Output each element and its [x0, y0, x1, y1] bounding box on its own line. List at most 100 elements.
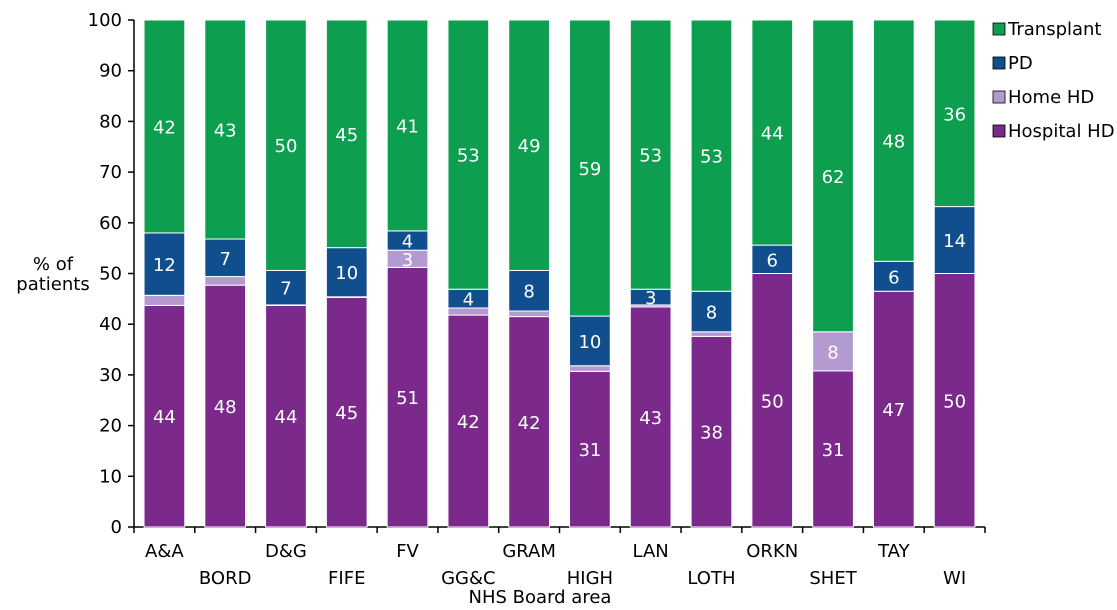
data-labels: 4412424874344750451045513441424534284931… [153, 104, 966, 461]
data-label: 50 [275, 136, 298, 157]
x-tick-label: TAY [877, 541, 911, 562]
y-tick-label: 70 [99, 162, 122, 183]
x-tick-label: ORKN [746, 541, 798, 562]
bar-segment [812, 331, 854, 372]
data-label: 38 [700, 423, 723, 444]
data-label: 41 [396, 116, 419, 137]
data-label: 50 [761, 391, 784, 412]
x-axis-label: NHS Board area [469, 587, 612, 608]
data-label: 31 [822, 440, 845, 461]
bar-segment [204, 276, 247, 286]
x-tick-label: SHET [809, 568, 857, 589]
data-label: 42 [518, 413, 541, 434]
bar-segment [204, 19, 247, 240]
x-tick-label: A&A [145, 541, 184, 562]
data-label: 10 [335, 263, 358, 284]
data-label: 14 [943, 231, 966, 252]
data-label: 50 [943, 391, 966, 412]
y-axis-label-line1: % of [33, 254, 74, 275]
bar-segment [325, 19, 368, 249]
data-label: 62 [822, 167, 845, 188]
bar-segment [812, 19, 854, 333]
x-tick-label: LOTH [687, 568, 735, 589]
legend-label: Transplant [1007, 19, 1102, 40]
y-tick-label: 50 [99, 264, 122, 285]
bar-segment [690, 290, 733, 333]
bar-segment [872, 290, 915, 528]
bar-segment [325, 247, 368, 298]
bar-segment [265, 304, 307, 528]
data-label: 44 [275, 407, 298, 428]
data-label: 48 [214, 397, 237, 418]
data-label: 45 [335, 125, 358, 146]
data-label: 10 [578, 332, 601, 353]
data-label: 53 [639, 146, 662, 167]
bar-segment [508, 310, 550, 318]
y-tick-label: 60 [99, 213, 122, 234]
legend-swatch [992, 22, 1006, 36]
y-tick-label: 20 [99, 416, 122, 437]
data-label: 45 [335, 403, 358, 424]
data-label: 31 [578, 440, 601, 461]
bar-segment [204, 284, 247, 528]
bars [143, 19, 976, 528]
y-tick-label: 0 [111, 517, 122, 538]
bar-segment [143, 294, 186, 306]
bar-segment [204, 238, 247, 278]
x-tick-label: HIGH [567, 568, 613, 589]
y-axis-label-line2: patients [16, 274, 89, 295]
legend-swatch [992, 124, 1006, 138]
bar-segment [751, 273, 794, 528]
axes: 0 10 20 30 40 50 60 70 80 90 100 A&A BORD D&G FIFE FV GG… [88, 10, 986, 589]
x-tick-label: GRAM [502, 541, 556, 562]
bar-segment [447, 19, 490, 290]
bar-segment [872, 260, 915, 292]
data-label: 6 [888, 267, 899, 288]
bar-segment [386, 266, 429, 528]
data-label: 53 [700, 147, 723, 168]
data-label: 12 [153, 255, 176, 276]
bar-segment [690, 19, 733, 292]
data-label: 51 [396, 388, 419, 409]
bar-segment [508, 316, 550, 528]
y-tick-label: 10 [99, 466, 122, 487]
x-tick-label: BORD [199, 568, 252, 589]
data-label: 3 [645, 288, 656, 309]
x-tick-label: GG&C [441, 568, 496, 589]
bar-segment [325, 296, 368, 528]
data-label: 7 [280, 279, 291, 300]
data-label: 44 [153, 407, 176, 428]
legend-swatch [992, 90, 1006, 104]
bar-segment [812, 370, 854, 528]
bar-segment [629, 19, 672, 290]
legend: Transplant PD Home HD Hospital HD [992, 19, 1115, 142]
y-tick-label: 30 [99, 365, 122, 386]
data-label: 36 [943, 104, 966, 125]
bar-segment [265, 269, 307, 306]
bar-segment [386, 19, 429, 232]
bar-segment [933, 19, 976, 208]
bar-segment [143, 19, 186, 234]
data-label: 43 [214, 121, 237, 142]
legend-swatch [992, 56, 1006, 70]
data-label: 8 [706, 303, 717, 324]
y-tick-label: 90 [99, 61, 122, 82]
bar-segment [629, 306, 672, 528]
bar-segment [569, 19, 611, 317]
data-label: 47 [882, 400, 905, 421]
bar-segment [872, 19, 915, 262]
data-label: 3 [402, 250, 413, 271]
y-tick-label: 100 [88, 10, 122, 31]
bar-segment [690, 335, 733, 528]
bar-segment [751, 244, 794, 275]
x-tick-label: FIFE [328, 568, 365, 589]
data-label: 8 [523, 282, 534, 303]
data-label: 43 [639, 408, 662, 429]
bar-segment [751, 19, 794, 246]
data-label: 4 [402, 232, 413, 253]
legend-label: Hospital HD [1008, 121, 1115, 142]
data-label: 48 [882, 132, 905, 153]
data-label: 53 [457, 146, 480, 167]
data-label: 6 [767, 250, 778, 271]
